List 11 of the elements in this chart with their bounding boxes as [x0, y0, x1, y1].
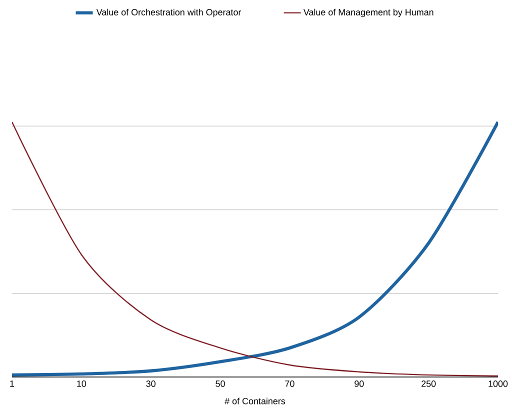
x-tick-label: 50	[216, 380, 225, 387]
x-tick-label: 10	[77, 380, 86, 387]
x-tick-label: 30	[146, 380, 156, 387]
x-tick-label: 90	[354, 380, 364, 387]
x-tick-label: 70	[285, 380, 294, 387]
x-tick-label: 250	[422, 380, 436, 387]
x-axis-title: # of Containers	[224, 398, 286, 404]
x-tick-label: 1	[10, 380, 14, 387]
x-tick-label: 1000	[488, 380, 508, 387]
legend-label: Value of Orchestration with Operator	[96, 8, 242, 18]
legend-label: Value of Management by Human	[303, 8, 434, 18]
